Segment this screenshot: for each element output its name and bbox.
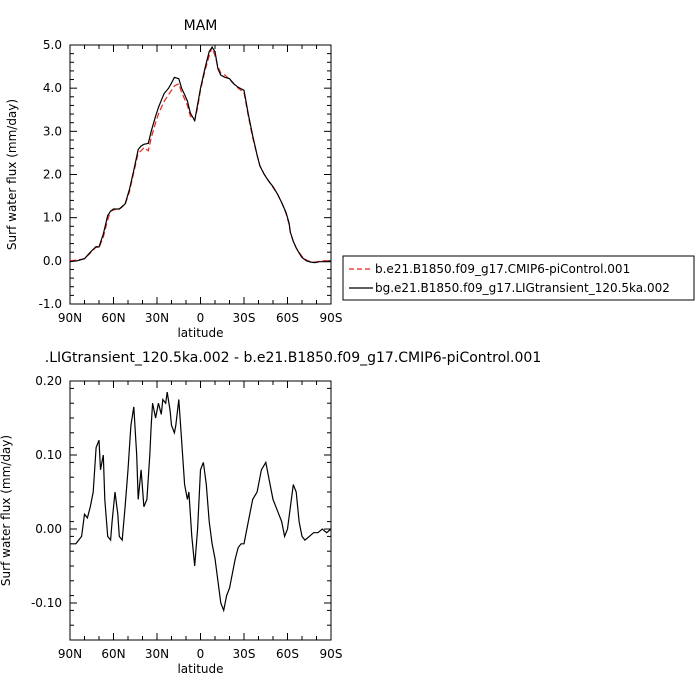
chart-title: MAM: [184, 18, 218, 34]
x-tick-label: 90N: [58, 311, 82, 325]
y-axis-label: Surf water flux (mm/day): [0, 435, 13, 586]
series-line-0: [69, 45, 331, 263]
x-tick-label: 0: [197, 311, 205, 325]
x-tick-label: 60N: [101, 647, 125, 661]
series-line-0: [70, 392, 332, 613]
y-tick-label: 1.0: [43, 211, 62, 225]
plot-frame: [69, 380, 332, 641]
series-line-1: [69, 46, 331, 264]
x-tick-label: 90N: [58, 647, 82, 661]
x-tick-label: 30S: [233, 647, 256, 661]
legend-box: [342, 255, 695, 301]
y-tick-label: 0.20: [35, 374, 62, 388]
x-tick-label: 30N: [145, 647, 169, 661]
y-tick-label: 3.0: [43, 124, 62, 138]
legend-entry-label: b.e21.B1850.f09_g17.CMIP6-piControl.001: [375, 262, 630, 276]
y-tick-label: -1.0: [39, 297, 62, 311]
x-axis-label: latitude: [177, 662, 223, 676]
x-tick-label: 90S: [320, 647, 343, 661]
chart-title: .LIGtransient_120.5ka.002 - b.e21.B1850.…: [45, 350, 541, 366]
plot-frame: [69, 44, 332, 305]
top-panel: MAM 90N 60N 30N 0 30S 60S 90S -1.0 0.0 1.0 2.0 3.0 4.…: [5, 18, 342, 340]
y-tick-label: 4.0: [43, 81, 62, 95]
x-axis-label: latitude: [177, 326, 223, 340]
legend: b.e21.B1850.f09_g17.CMIP6-piControl.001b…: [342, 255, 695, 301]
y-tick-label: -0.10: [31, 596, 62, 610]
x-tick-label: 30S: [233, 311, 256, 325]
y-tick-label: 5.0: [43, 38, 62, 52]
x-tick-label: 60N: [101, 311, 125, 325]
x-tick-label: 60S: [276, 647, 299, 661]
x-tick-label: 30N: [145, 311, 169, 325]
y-axis-label: Surf water flux (mm/day): [5, 99, 19, 250]
y-tick-label: 0.0: [43, 254, 62, 268]
x-tick-label: 60S: [276, 311, 299, 325]
x-tick-label: 0: [197, 647, 205, 661]
legend-entry-label: bg.e21.B1850.f09_g17.LIGtransient_120.5k…: [375, 281, 670, 295]
y-tick-label: 0.10: [35, 448, 62, 462]
y-tick-label: 2.0: [43, 168, 62, 182]
y-tick-label: 0.00: [35, 522, 62, 536]
bottom-panel: .LIGtransient_120.5ka.002 - b.e21.B1850.…: [0, 350, 541, 676]
x-tick-label: 90S: [320, 311, 343, 325]
